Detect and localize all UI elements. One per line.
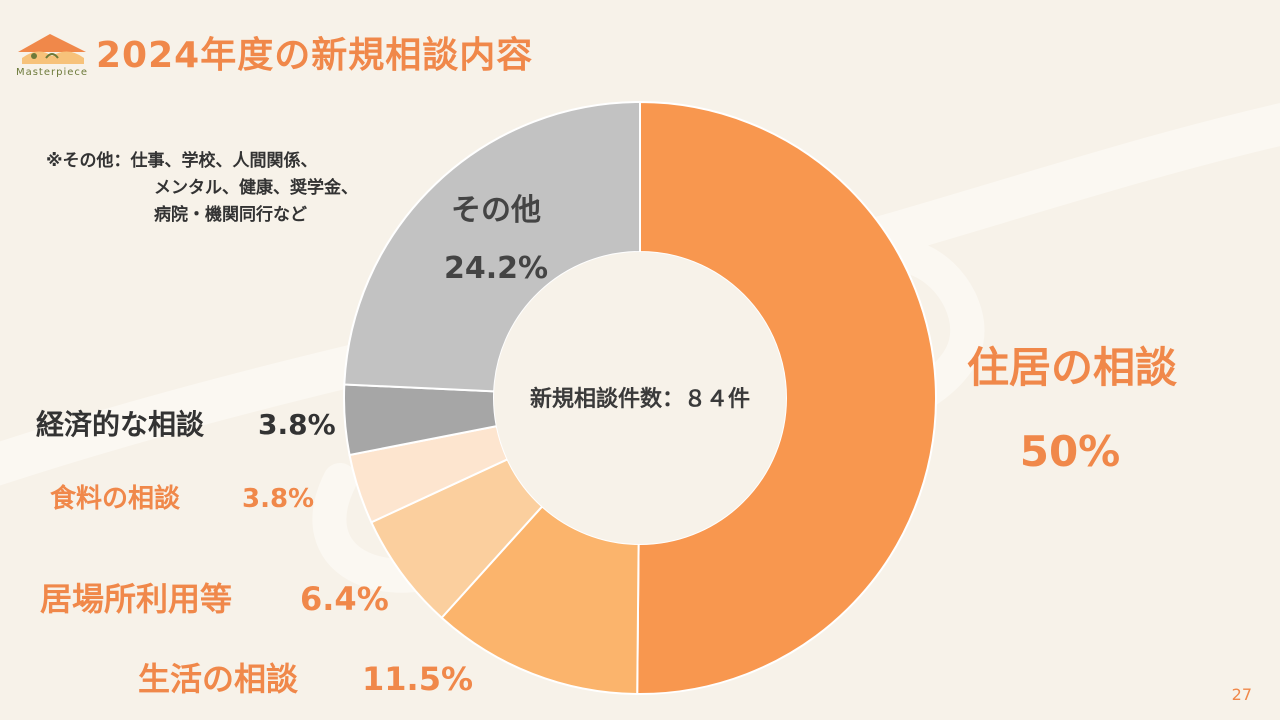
donut-hole	[494, 252, 786, 544]
slice-name-label: 生活の相談	[138, 660, 299, 698]
note-line: メンタル、健康、奨学金、	[154, 178, 358, 198]
slice-value-label: 50%	[1020, 427, 1121, 476]
page-title: 2024年度の新規相談内容	[96, 35, 534, 76]
slice-name-label: 住居の相談	[967, 343, 1177, 392]
masterpiece-logo	[18, 34, 86, 64]
slice-value-label: 6.4%	[300, 580, 389, 618]
slice-name-label: 食料の相談	[50, 483, 181, 514]
slice-value-label: 3.8%	[258, 408, 336, 441]
slice-name-label: その他	[451, 193, 541, 228]
note-line: ※その他：仕事、学校、人間関係、	[46, 151, 318, 171]
slice-value-label: 3.8%	[242, 484, 314, 514]
other-category-note: ※その他：仕事、学校、人間関係、 メンタル、健康、奨学金、 病院・機関同行など	[46, 148, 358, 229]
logo-text: Masterpiece	[15, 67, 89, 78]
slice-name-label: 居場所利用等	[40, 580, 232, 618]
center-label: 新規相談件数：８４件	[530, 386, 750, 412]
note-line: 病院・機関同行など	[154, 205, 307, 225]
slice-value-label: 24.2%	[444, 251, 548, 286]
page-number: 27	[1231, 685, 1252, 704]
slice-value-label: 11.5%	[362, 660, 473, 698]
slice-name-label: 経済的な相談	[36, 408, 205, 441]
